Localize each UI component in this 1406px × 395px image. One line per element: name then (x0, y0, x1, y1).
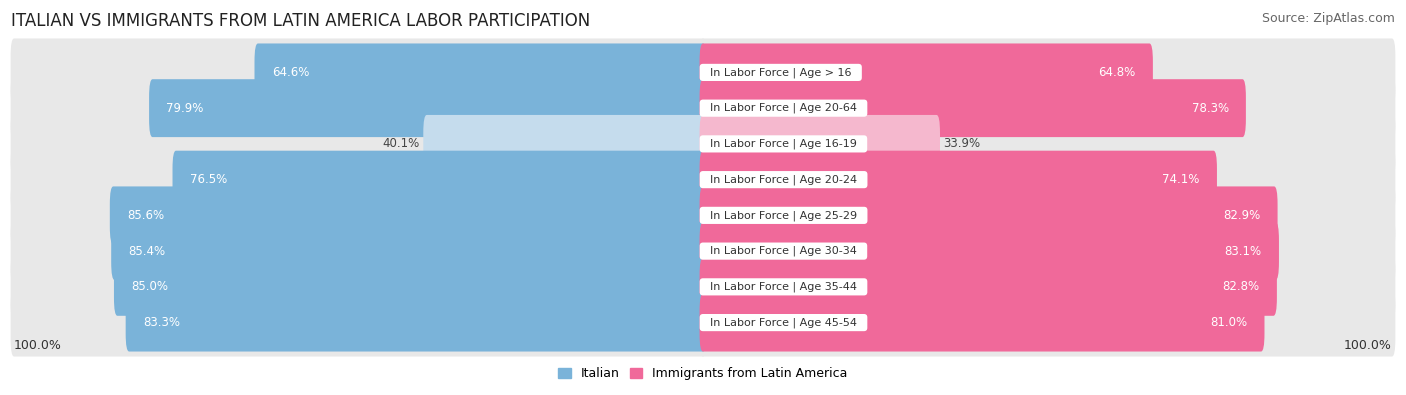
Text: Source: ZipAtlas.com: Source: ZipAtlas.com (1261, 12, 1395, 25)
FancyBboxPatch shape (700, 79, 1246, 137)
FancyBboxPatch shape (11, 217, 706, 285)
FancyBboxPatch shape (110, 186, 706, 245)
Text: 100.0%: 100.0% (1344, 339, 1392, 352)
FancyBboxPatch shape (700, 186, 1278, 245)
Text: In Labor Force | Age 20-64: In Labor Force | Age 20-64 (703, 103, 865, 113)
FancyBboxPatch shape (254, 43, 706, 102)
FancyBboxPatch shape (11, 110, 706, 178)
FancyBboxPatch shape (700, 74, 1395, 142)
Text: 82.9%: 82.9% (1223, 209, 1260, 222)
FancyBboxPatch shape (423, 115, 706, 173)
Text: In Labor Force | Age 16-19: In Labor Force | Age 16-19 (703, 139, 863, 149)
FancyBboxPatch shape (700, 110, 1395, 178)
Text: In Labor Force | Age 35-44: In Labor Force | Age 35-44 (703, 282, 865, 292)
Text: 81.0%: 81.0% (1211, 316, 1247, 329)
Legend: Italian, Immigrants from Latin America: Italian, Immigrants from Latin America (558, 367, 848, 380)
Text: In Labor Force | Age 25-29: In Labor Force | Age 25-29 (703, 210, 865, 221)
Text: 85.6%: 85.6% (127, 209, 165, 222)
FancyBboxPatch shape (11, 253, 706, 321)
Text: ITALIAN VS IMMIGRANTS FROM LATIN AMERICA LABOR PARTICIPATION: ITALIAN VS IMMIGRANTS FROM LATIN AMERICA… (11, 12, 591, 30)
Text: 40.1%: 40.1% (382, 137, 420, 150)
Text: 100.0%: 100.0% (14, 339, 62, 352)
Text: In Labor Force | Age 30-34: In Labor Force | Age 30-34 (703, 246, 863, 256)
Text: 78.3%: 78.3% (1191, 102, 1229, 115)
FancyBboxPatch shape (11, 38, 706, 106)
Text: 83.3%: 83.3% (143, 316, 180, 329)
FancyBboxPatch shape (700, 38, 1395, 106)
FancyBboxPatch shape (11, 146, 706, 214)
Text: In Labor Force | Age > 16: In Labor Force | Age > 16 (703, 67, 859, 78)
Text: 82.8%: 82.8% (1223, 280, 1260, 293)
FancyBboxPatch shape (700, 258, 1277, 316)
FancyBboxPatch shape (114, 258, 706, 316)
Text: 83.1%: 83.1% (1225, 245, 1261, 258)
Text: 85.4%: 85.4% (128, 245, 166, 258)
Text: In Labor Force | Age 20-24: In Labor Force | Age 20-24 (703, 174, 865, 185)
FancyBboxPatch shape (149, 79, 706, 137)
FancyBboxPatch shape (700, 43, 1153, 102)
FancyBboxPatch shape (11, 289, 706, 357)
FancyBboxPatch shape (700, 253, 1395, 321)
Text: 33.9%: 33.9% (943, 137, 980, 150)
FancyBboxPatch shape (700, 222, 1279, 280)
FancyBboxPatch shape (11, 181, 706, 249)
FancyBboxPatch shape (700, 115, 941, 173)
Text: 79.9%: 79.9% (166, 102, 204, 115)
FancyBboxPatch shape (700, 181, 1395, 249)
Text: 64.6%: 64.6% (271, 66, 309, 79)
FancyBboxPatch shape (125, 293, 706, 352)
FancyBboxPatch shape (11, 74, 706, 142)
Text: 64.8%: 64.8% (1098, 66, 1136, 79)
FancyBboxPatch shape (700, 217, 1395, 285)
FancyBboxPatch shape (700, 293, 1264, 352)
FancyBboxPatch shape (700, 150, 1218, 209)
FancyBboxPatch shape (700, 146, 1395, 214)
FancyBboxPatch shape (111, 222, 706, 280)
FancyBboxPatch shape (700, 289, 1395, 357)
Text: In Labor Force | Age 45-54: In Labor Force | Age 45-54 (703, 317, 865, 328)
Text: 74.1%: 74.1% (1163, 173, 1199, 186)
Text: 76.5%: 76.5% (190, 173, 226, 186)
FancyBboxPatch shape (173, 150, 706, 209)
Text: 85.0%: 85.0% (131, 280, 169, 293)
